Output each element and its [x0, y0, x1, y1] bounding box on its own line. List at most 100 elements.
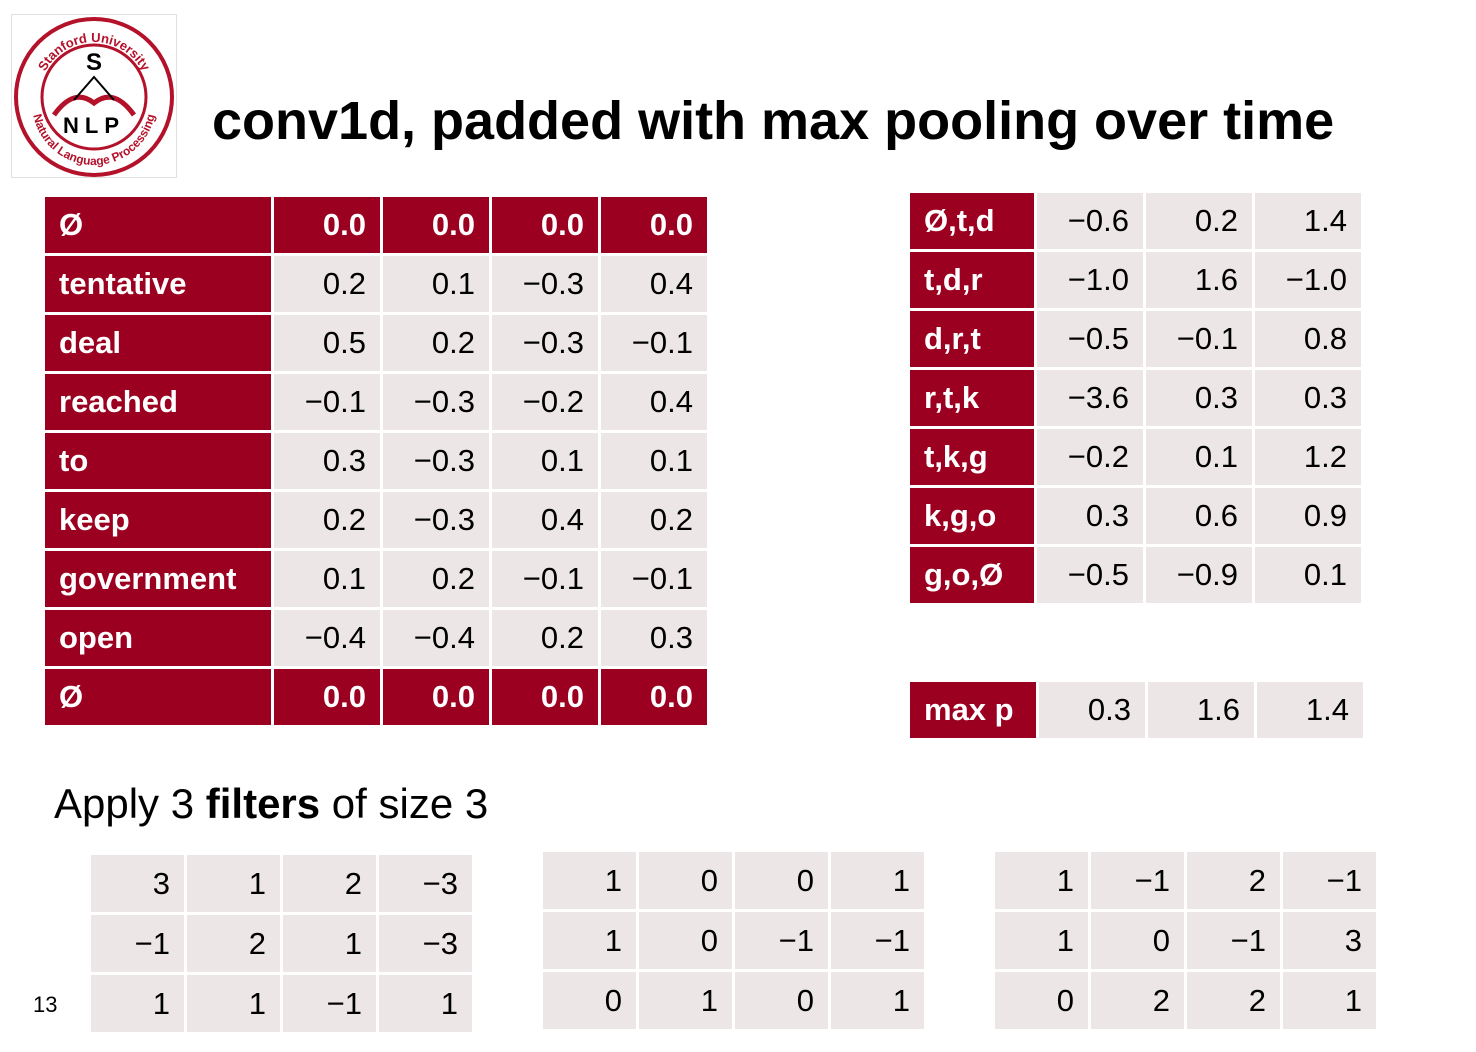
- filter-cell: −1: [91, 915, 184, 972]
- filter-cell: 0: [995, 972, 1088, 1029]
- input-embedding-table: Ø 0.0 0.0 0.0 0.0 tentative 0.2 0.1 −0.3 0.4 deal 0…: [42, 194, 710, 728]
- filter-cell: 1: [379, 975, 472, 1032]
- filter-cell: 0: [543, 972, 636, 1029]
- slide-title: conv1d, padded with max pooling over tim…: [212, 91, 1335, 151]
- filter-cell: 0: [735, 972, 828, 1029]
- filter-cell: 2: [283, 855, 376, 912]
- cell-value: 0.6: [1146, 488, 1252, 544]
- filter-cell: 3: [1283, 912, 1376, 969]
- filter-cell: 1: [187, 855, 280, 912]
- output-row: Ø,t,d −0.6 0.2 1.4: [910, 193, 1361, 249]
- filter-cell: −1: [831, 912, 924, 969]
- filter-cell: 1: [187, 975, 280, 1032]
- cell-value: 0.1: [492, 433, 598, 489]
- filter-cell: 0: [639, 852, 732, 909]
- cell-value: 0.8: [1255, 311, 1361, 367]
- cell-value: 0.3: [601, 610, 707, 666]
- cell-value: 0.2: [274, 256, 380, 312]
- word-row: reached −0.1 −0.3 −0.2 0.4: [45, 374, 707, 430]
- padding-row: Ø 0.0 0.0 0.0 0.0: [45, 669, 707, 725]
- cell-value: −0.1: [601, 551, 707, 607]
- cell-value: 0.1: [383, 256, 489, 312]
- filter-matrix-1: 3 1 2 −3 −1 2 1 −3 1 1 −1 1: [88, 852, 475, 1035]
- filter-cell: 2: [1187, 852, 1280, 909]
- output-row: d,r,t −0.5 −0.1 0.8: [910, 311, 1361, 367]
- cell-value: −0.3: [383, 374, 489, 430]
- row-label: t,d,r: [910, 252, 1034, 308]
- cell-value: −0.2: [492, 374, 598, 430]
- filter-cell: 1: [543, 912, 636, 969]
- filter-cell: 2: [1091, 972, 1184, 1029]
- max-pool-row: max p 0.3 1.6 1.4: [910, 682, 1363, 738]
- cell-value: 0.5: [274, 315, 380, 371]
- row-label: to: [45, 433, 271, 489]
- cell-value: 0.0: [601, 197, 707, 253]
- filter-row: −1 2 1 −3: [91, 915, 472, 972]
- max-pool-label: max p: [910, 682, 1036, 738]
- row-label: keep: [45, 492, 271, 548]
- word-row: to 0.3 −0.3 0.1 0.1: [45, 433, 707, 489]
- cell-value: −0.1: [492, 551, 598, 607]
- cell-value: 0.0: [383, 197, 489, 253]
- cell-value: 0.4: [601, 374, 707, 430]
- row-label: t,k,g: [910, 429, 1034, 485]
- cell-value: 0.1: [601, 433, 707, 489]
- filter-cell: 1: [831, 852, 924, 909]
- filter-cell: 0: [735, 852, 828, 909]
- word-row: keep 0.2 −0.3 0.4 0.2: [45, 492, 707, 548]
- row-label: r,t,k: [910, 370, 1034, 426]
- cell-value: −0.2: [1037, 429, 1143, 485]
- word-row: government 0.1 0.2 −0.1 −0.1: [45, 551, 707, 607]
- row-label: reached: [45, 374, 271, 430]
- padding-row: Ø 0.0 0.0 0.0 0.0: [45, 197, 707, 253]
- cell-value: −0.4: [274, 610, 380, 666]
- conv-output-table: Ø,t,d −0.6 0.2 1.4 t,d,r −1.0 1.6 −1.0 d,r,t −0.5…: [907, 190, 1364, 606]
- filter-cell: 2: [187, 915, 280, 972]
- max-pool-value: 1.6: [1148, 682, 1254, 738]
- apply-prefix: Apply 3: [54, 780, 206, 827]
- cell-value: 0.2: [492, 610, 598, 666]
- row-label: deal: [45, 315, 271, 371]
- cell-value: 0.0: [492, 197, 598, 253]
- filter-matrix-2: 1 0 0 1 1 0 −1 −1 0 1 0 1: [540, 849, 927, 1032]
- output-row: k,g,o 0.3 0.6 0.9: [910, 488, 1361, 544]
- cell-value: 0.2: [274, 492, 380, 548]
- max-pool-value: 0.3: [1039, 682, 1145, 738]
- cell-value: 0.1: [274, 551, 380, 607]
- cell-value: −0.9: [1146, 547, 1252, 603]
- cell-value: 1.6: [1146, 252, 1252, 308]
- filter-cell: 0: [1091, 912, 1184, 969]
- cell-value: 0.4: [492, 492, 598, 548]
- filter-row: 1 1 −1 1: [91, 975, 472, 1032]
- row-label: Ø: [45, 197, 271, 253]
- cell-value: 0.2: [383, 315, 489, 371]
- cell-value: 0.3: [1037, 488, 1143, 544]
- cell-value: 0.3: [1146, 370, 1252, 426]
- word-row: deal 0.5 0.2 −0.3 −0.1: [45, 315, 707, 371]
- cell-value: 0.2: [1146, 193, 1252, 249]
- filter-row: 1 0 −1 3: [995, 912, 1376, 969]
- cell-value: −0.1: [274, 374, 380, 430]
- cell-value: −0.1: [601, 315, 707, 371]
- filter-cell: 1: [639, 972, 732, 1029]
- filter-row: 3 1 2 −3: [91, 855, 472, 912]
- row-label: government: [45, 551, 271, 607]
- cell-value: 1.4: [1255, 193, 1361, 249]
- cell-value: 0.0: [601, 669, 707, 725]
- cell-value: −0.3: [492, 315, 598, 371]
- cell-value: 0.0: [383, 669, 489, 725]
- row-label: Ø,t,d: [910, 193, 1034, 249]
- filter-cell: 1: [543, 852, 636, 909]
- cell-value: −0.5: [1037, 311, 1143, 367]
- max-pool-table: max p 0.3 1.6 1.4: [907, 679, 1366, 741]
- logo-letter-s: S: [86, 49, 102, 76]
- row-label: g,o,Ø: [910, 547, 1034, 603]
- cell-value: −1.0: [1255, 252, 1361, 308]
- cell-value: 1.2: [1255, 429, 1361, 485]
- filter-cell: −1: [1091, 852, 1184, 909]
- filter-cell: 1: [831, 972, 924, 1029]
- cell-value: −0.3: [383, 492, 489, 548]
